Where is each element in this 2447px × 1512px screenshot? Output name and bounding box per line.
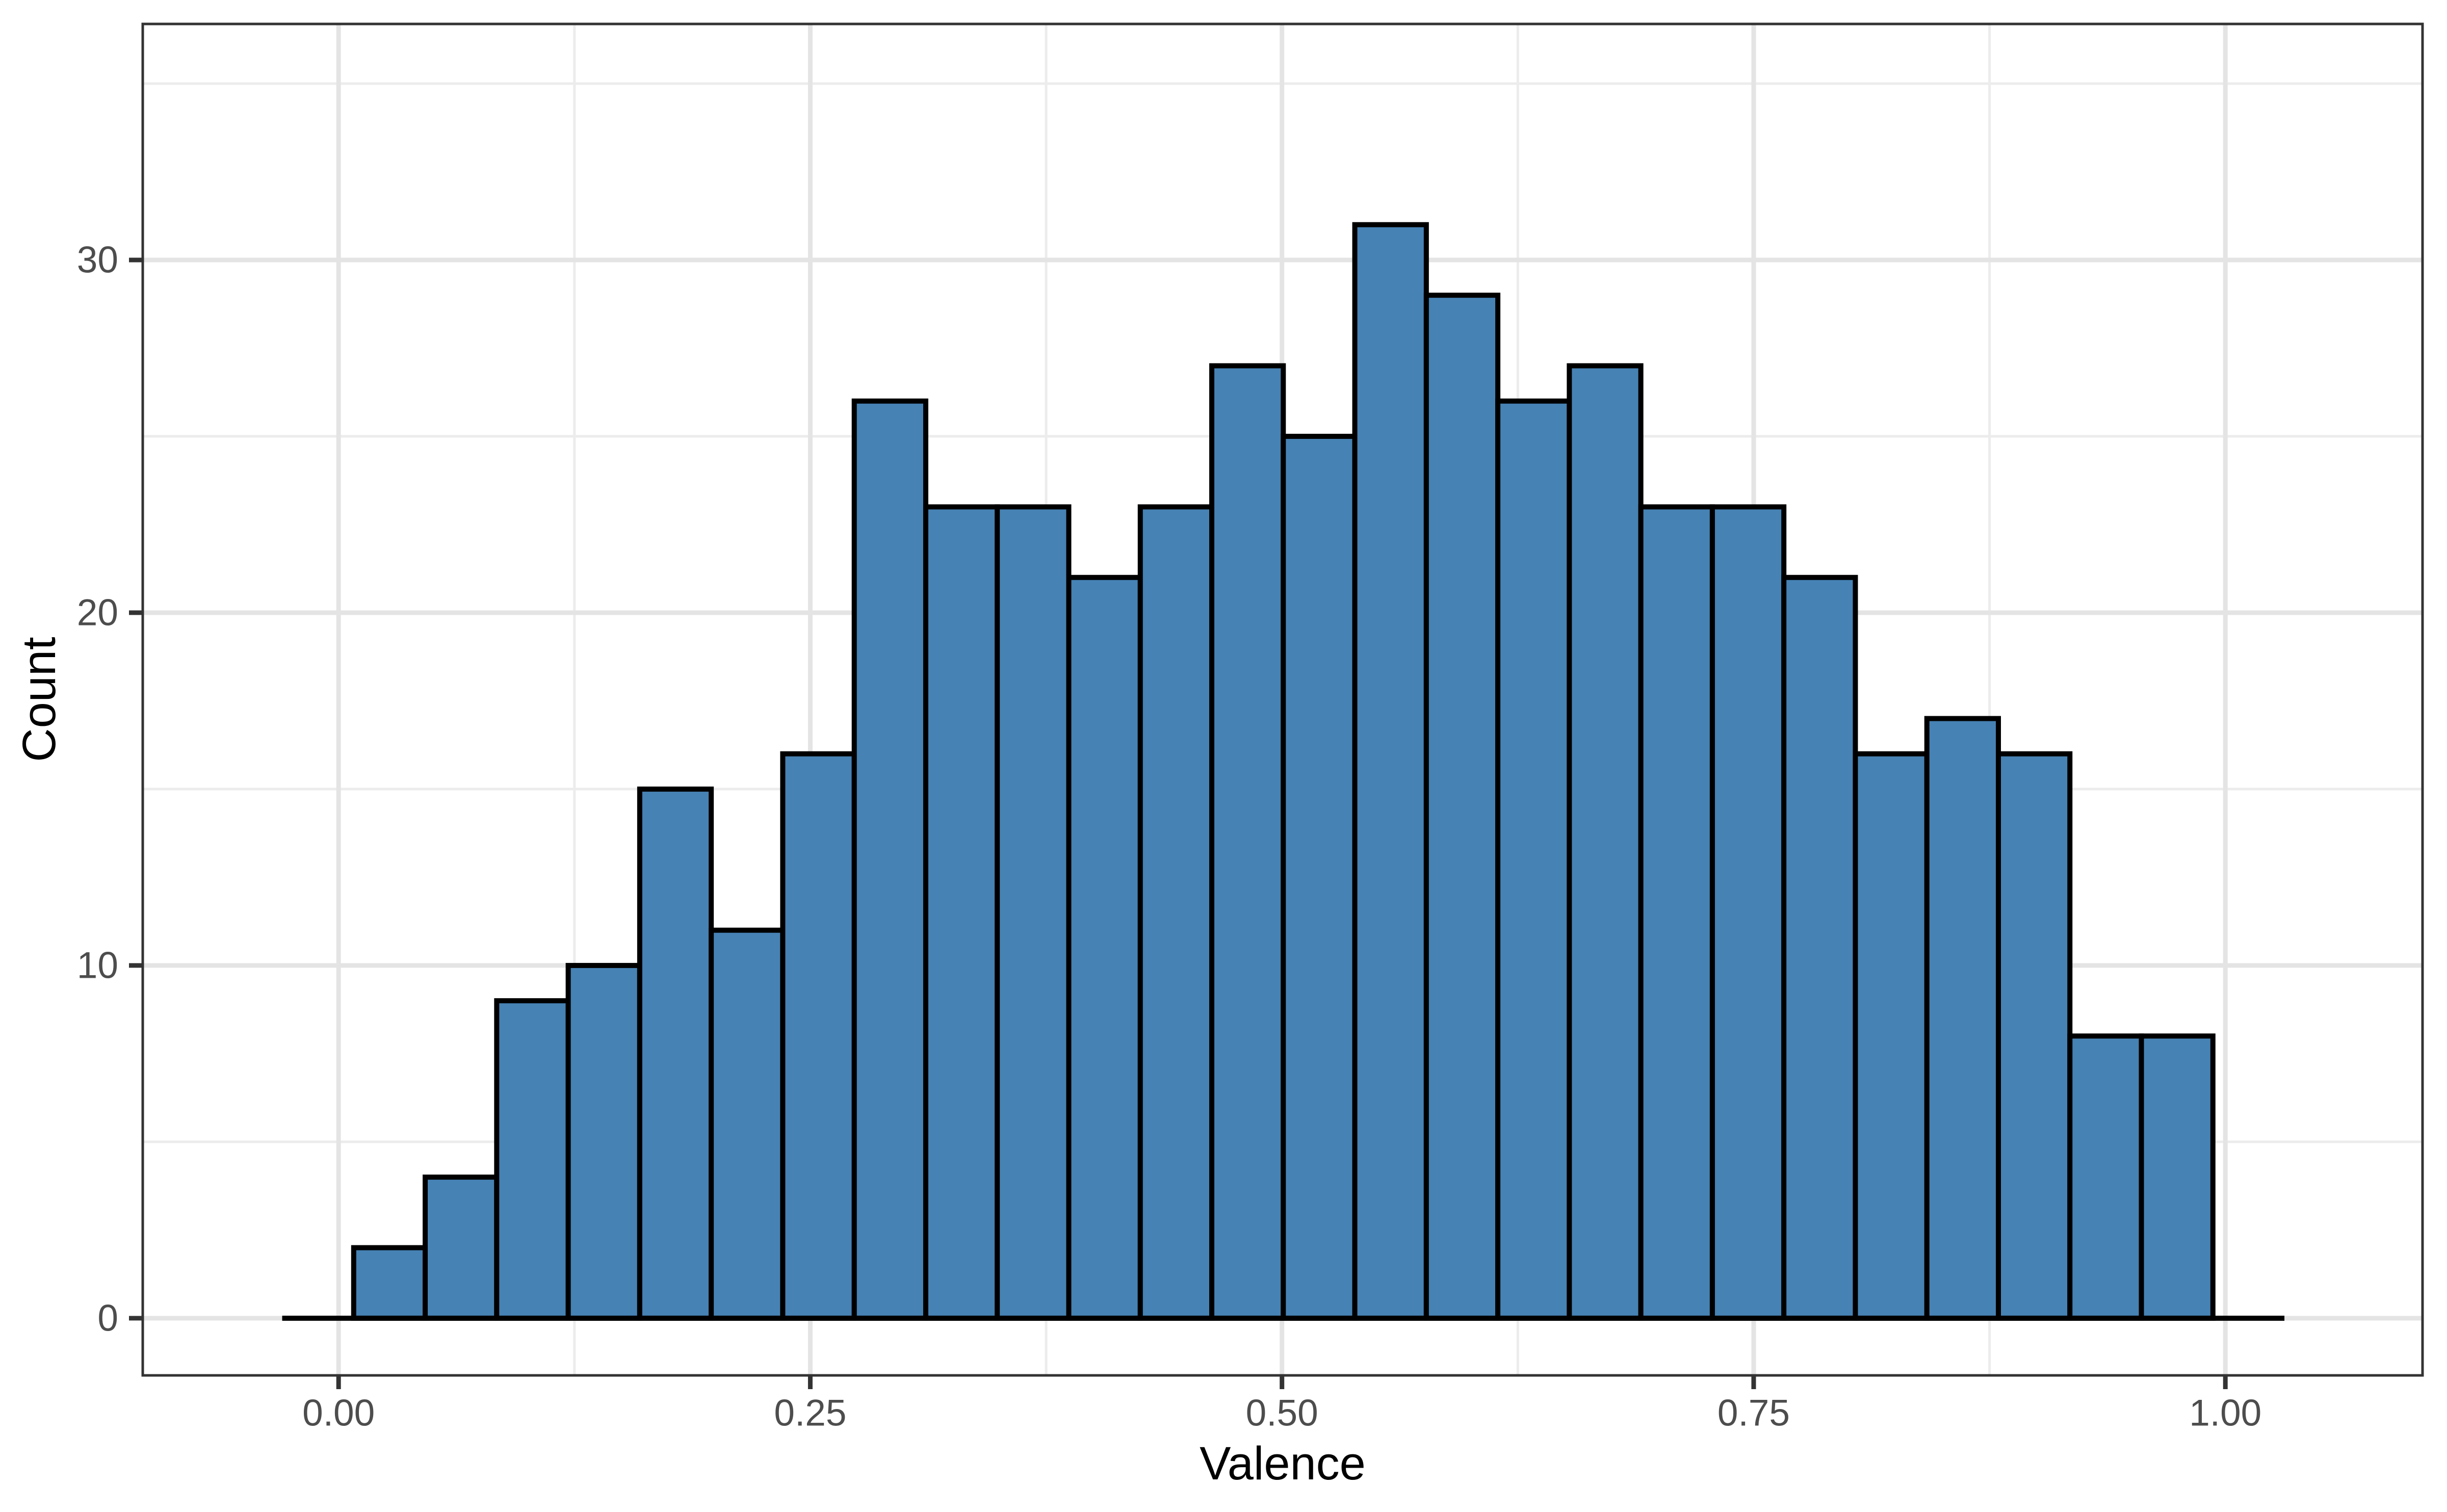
y-axis-title: Count <box>13 637 65 762</box>
histogram-bar <box>2139 1033 2216 1321</box>
histogram-bar <box>1137 504 1215 1321</box>
x-tick-label: 1.00 <box>2189 1393 2261 1434</box>
x-axis-title: Valence <box>1200 1438 1366 1490</box>
histogram-bar <box>565 962 642 1321</box>
histogram-bars <box>351 222 2216 1321</box>
histogram-bar <box>1924 716 2001 1321</box>
histogram-bar <box>851 398 928 1321</box>
histogram-bar <box>423 1175 500 1321</box>
histogram-bar <box>995 504 1072 1321</box>
x-tick-label: 0.75 <box>1717 1393 1790 1434</box>
histogram-bar <box>1209 363 1286 1321</box>
x-axis-tick-labels: 0.00 0.25 0.50 0.75 1.00 <box>302 1393 2261 1434</box>
histogram-bar <box>1709 504 1787 1321</box>
histogram-bar <box>1638 504 1715 1321</box>
histogram-bar <box>1996 751 2073 1321</box>
histogram-bar <box>923 504 1000 1321</box>
y-tick-label: 30 <box>77 239 118 280</box>
x-tick-label: 0.50 <box>1246 1393 1318 1434</box>
histogram-bar <box>1853 751 1930 1321</box>
histogram-bar <box>1781 575 1858 1321</box>
histogram-bar <box>1423 293 1501 1321</box>
histogram-bar <box>2067 1033 2144 1321</box>
histogram-bar <box>1281 433 1358 1321</box>
histogram-bar <box>1495 398 1572 1321</box>
axis-tick-marks <box>129 257 2228 1389</box>
histogram-bar <box>1066 575 1143 1321</box>
y-tick-label: 0 <box>97 1297 118 1339</box>
y-tick-label: 20 <box>77 592 118 633</box>
zero-baseline <box>282 1315 2285 1321</box>
histogram-bar <box>1352 222 1429 1321</box>
x-tick-label: 0.00 <box>302 1393 375 1434</box>
histogram-bar <box>1567 363 1644 1321</box>
histogram-bar <box>637 786 714 1321</box>
histogram-bar <box>709 927 786 1321</box>
histogram-bar <box>494 998 571 1321</box>
y-axis-tick-labels: 0 10 20 30 <box>77 239 118 1339</box>
y-tick-label: 10 <box>77 945 118 986</box>
histogram-bar <box>351 1245 428 1321</box>
x-tick-label: 0.25 <box>774 1393 846 1434</box>
histogram-bar <box>780 751 857 1321</box>
